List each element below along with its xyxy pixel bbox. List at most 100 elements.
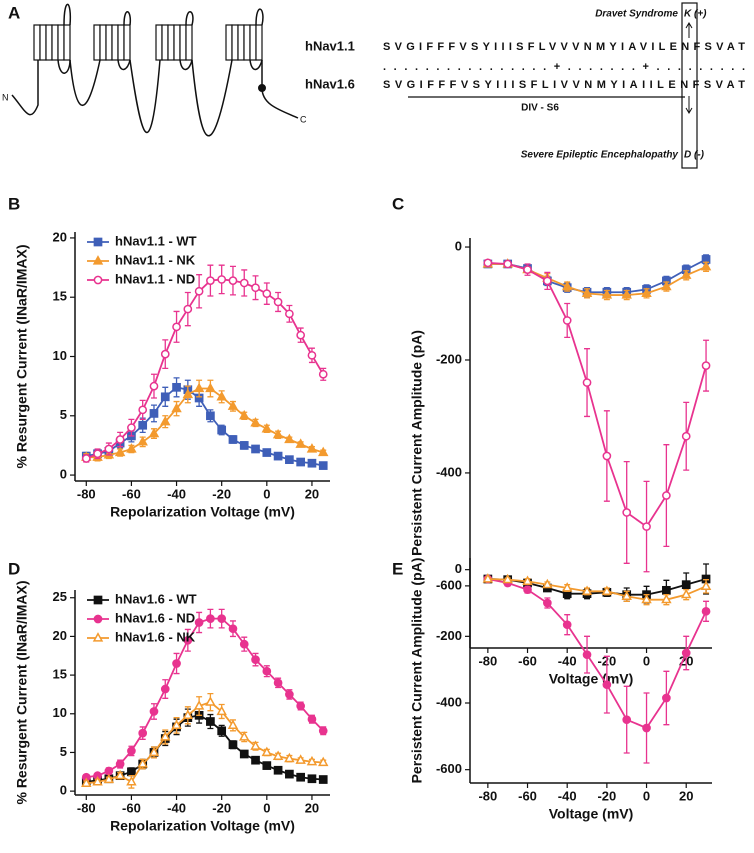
y-tick-label: 0 bbox=[60, 467, 67, 482]
y-tick-label: -200 bbox=[436, 628, 462, 643]
series-line bbox=[86, 386, 324, 467]
marker bbox=[273, 297, 283, 307]
y-axis-label: Persistent Current Amplitude (pA) bbox=[409, 558, 425, 784]
marker bbox=[251, 283, 260, 293]
legend-marker bbox=[93, 595, 103, 605]
marker bbox=[171, 719, 182, 730]
marker bbox=[602, 680, 612, 690]
marker bbox=[239, 731, 250, 741]
marker bbox=[137, 758, 148, 768]
y-tick-label: 10 bbox=[53, 705, 67, 720]
y-tick-label: 5 bbox=[60, 744, 67, 759]
marker bbox=[700, 260, 712, 271]
marker bbox=[295, 438, 306, 448]
marker bbox=[602, 451, 612, 461]
marker bbox=[296, 701, 306, 711]
marker bbox=[239, 749, 249, 759]
marker bbox=[296, 772, 306, 782]
marker bbox=[81, 454, 91, 463]
legend-label: hNav1.1 - ND bbox=[115, 271, 195, 286]
series-line bbox=[487, 261, 707, 528]
marker bbox=[642, 723, 651, 733]
y-tick-label: 15 bbox=[53, 667, 67, 682]
marker bbox=[172, 382, 181, 392]
marker bbox=[206, 717, 215, 726]
marker bbox=[261, 746, 273, 757]
marker bbox=[115, 435, 125, 444]
marker bbox=[622, 508, 632, 517]
legend-marker bbox=[92, 255, 104, 265]
y-tick-label: -400 bbox=[436, 464, 462, 479]
marker bbox=[216, 705, 227, 716]
note: Severe Epileptic Encephalopathy bbox=[521, 150, 679, 161]
marker bbox=[216, 390, 227, 401]
legend-label: hNav1.1 - NK bbox=[115, 252, 196, 267]
marker bbox=[148, 746, 160, 757]
marker bbox=[149, 707, 159, 716]
marker bbox=[272, 428, 284, 439]
alignment: ................+.......+......... bbox=[383, 61, 745, 73]
legend-symbol bbox=[92, 255, 104, 265]
marker bbox=[662, 491, 671, 500]
marker bbox=[115, 759, 125, 769]
x-tick-label: 0 bbox=[263, 800, 270, 815]
marker bbox=[561, 582, 573, 592]
marker bbox=[227, 400, 239, 410]
marker bbox=[700, 580, 712, 590]
marker bbox=[306, 755, 318, 766]
series-line bbox=[86, 714, 324, 783]
marker bbox=[661, 593, 672, 604]
x-tick-label: 20 bbox=[305, 486, 319, 501]
marker bbox=[582, 378, 592, 387]
marker bbox=[172, 659, 181, 668]
marker bbox=[227, 719, 239, 730]
marker bbox=[285, 455, 294, 465]
marker bbox=[285, 769, 294, 779]
marker bbox=[182, 388, 194, 399]
marker bbox=[483, 258, 493, 268]
marker bbox=[103, 773, 115, 784]
marker bbox=[127, 423, 136, 432]
legend-symbol bbox=[93, 237, 103, 247]
legend-symbol bbox=[93, 595, 103, 605]
legend-marker bbox=[93, 614, 103, 624]
marker bbox=[104, 444, 114, 454]
panel-a: A N C hNav1.1 SVGIFFFVSYIIISFLVVVNMYIAVI… bbox=[2, 2, 745, 169]
marker bbox=[272, 750, 284, 760]
series-line bbox=[86, 617, 324, 779]
x-tick-label: -80 bbox=[77, 800, 96, 815]
y-tick-label: 20 bbox=[53, 229, 67, 244]
marker bbox=[543, 598, 552, 608]
marker bbox=[126, 775, 137, 786]
x-tick-label: -40 bbox=[558, 788, 577, 803]
marker bbox=[251, 655, 260, 664]
legend-label: hNav1.6 - NK bbox=[115, 629, 196, 644]
x-tick-label: -80 bbox=[478, 653, 497, 668]
y-tick-label: 5 bbox=[60, 407, 67, 422]
x-tick-label: -20 bbox=[597, 788, 616, 803]
sequence: SVGIFFFVSYIIISFLVVVNMYIAVILENFSVAT bbox=[383, 41, 745, 53]
marker bbox=[285, 690, 294, 699]
x-tick-label: -80 bbox=[77, 486, 96, 501]
chart: D 0 5 10 15 20 25 -80 -60 -40 -20 0 20 Repolarization… bbox=[8, 559, 330, 834]
marker bbox=[561, 280, 573, 291]
marker bbox=[621, 289, 632, 299]
marker bbox=[318, 369, 328, 379]
marker bbox=[318, 756, 329, 767]
x-tick-label: -40 bbox=[167, 486, 186, 501]
x-tick-label: 0 bbox=[643, 788, 650, 803]
marker bbox=[681, 648, 691, 658]
marker bbox=[217, 425, 227, 435]
y-tick-label: -400 bbox=[436, 694, 462, 709]
marker bbox=[601, 585, 613, 595]
marker bbox=[307, 350, 317, 360]
marker bbox=[307, 774, 317, 784]
x-tick-label: 20 bbox=[679, 788, 693, 803]
mutation: D (-) bbox=[684, 150, 705, 161]
series-line bbox=[487, 578, 707, 601]
c-terminus: C bbox=[300, 114, 307, 124]
series-line bbox=[85, 278, 325, 460]
